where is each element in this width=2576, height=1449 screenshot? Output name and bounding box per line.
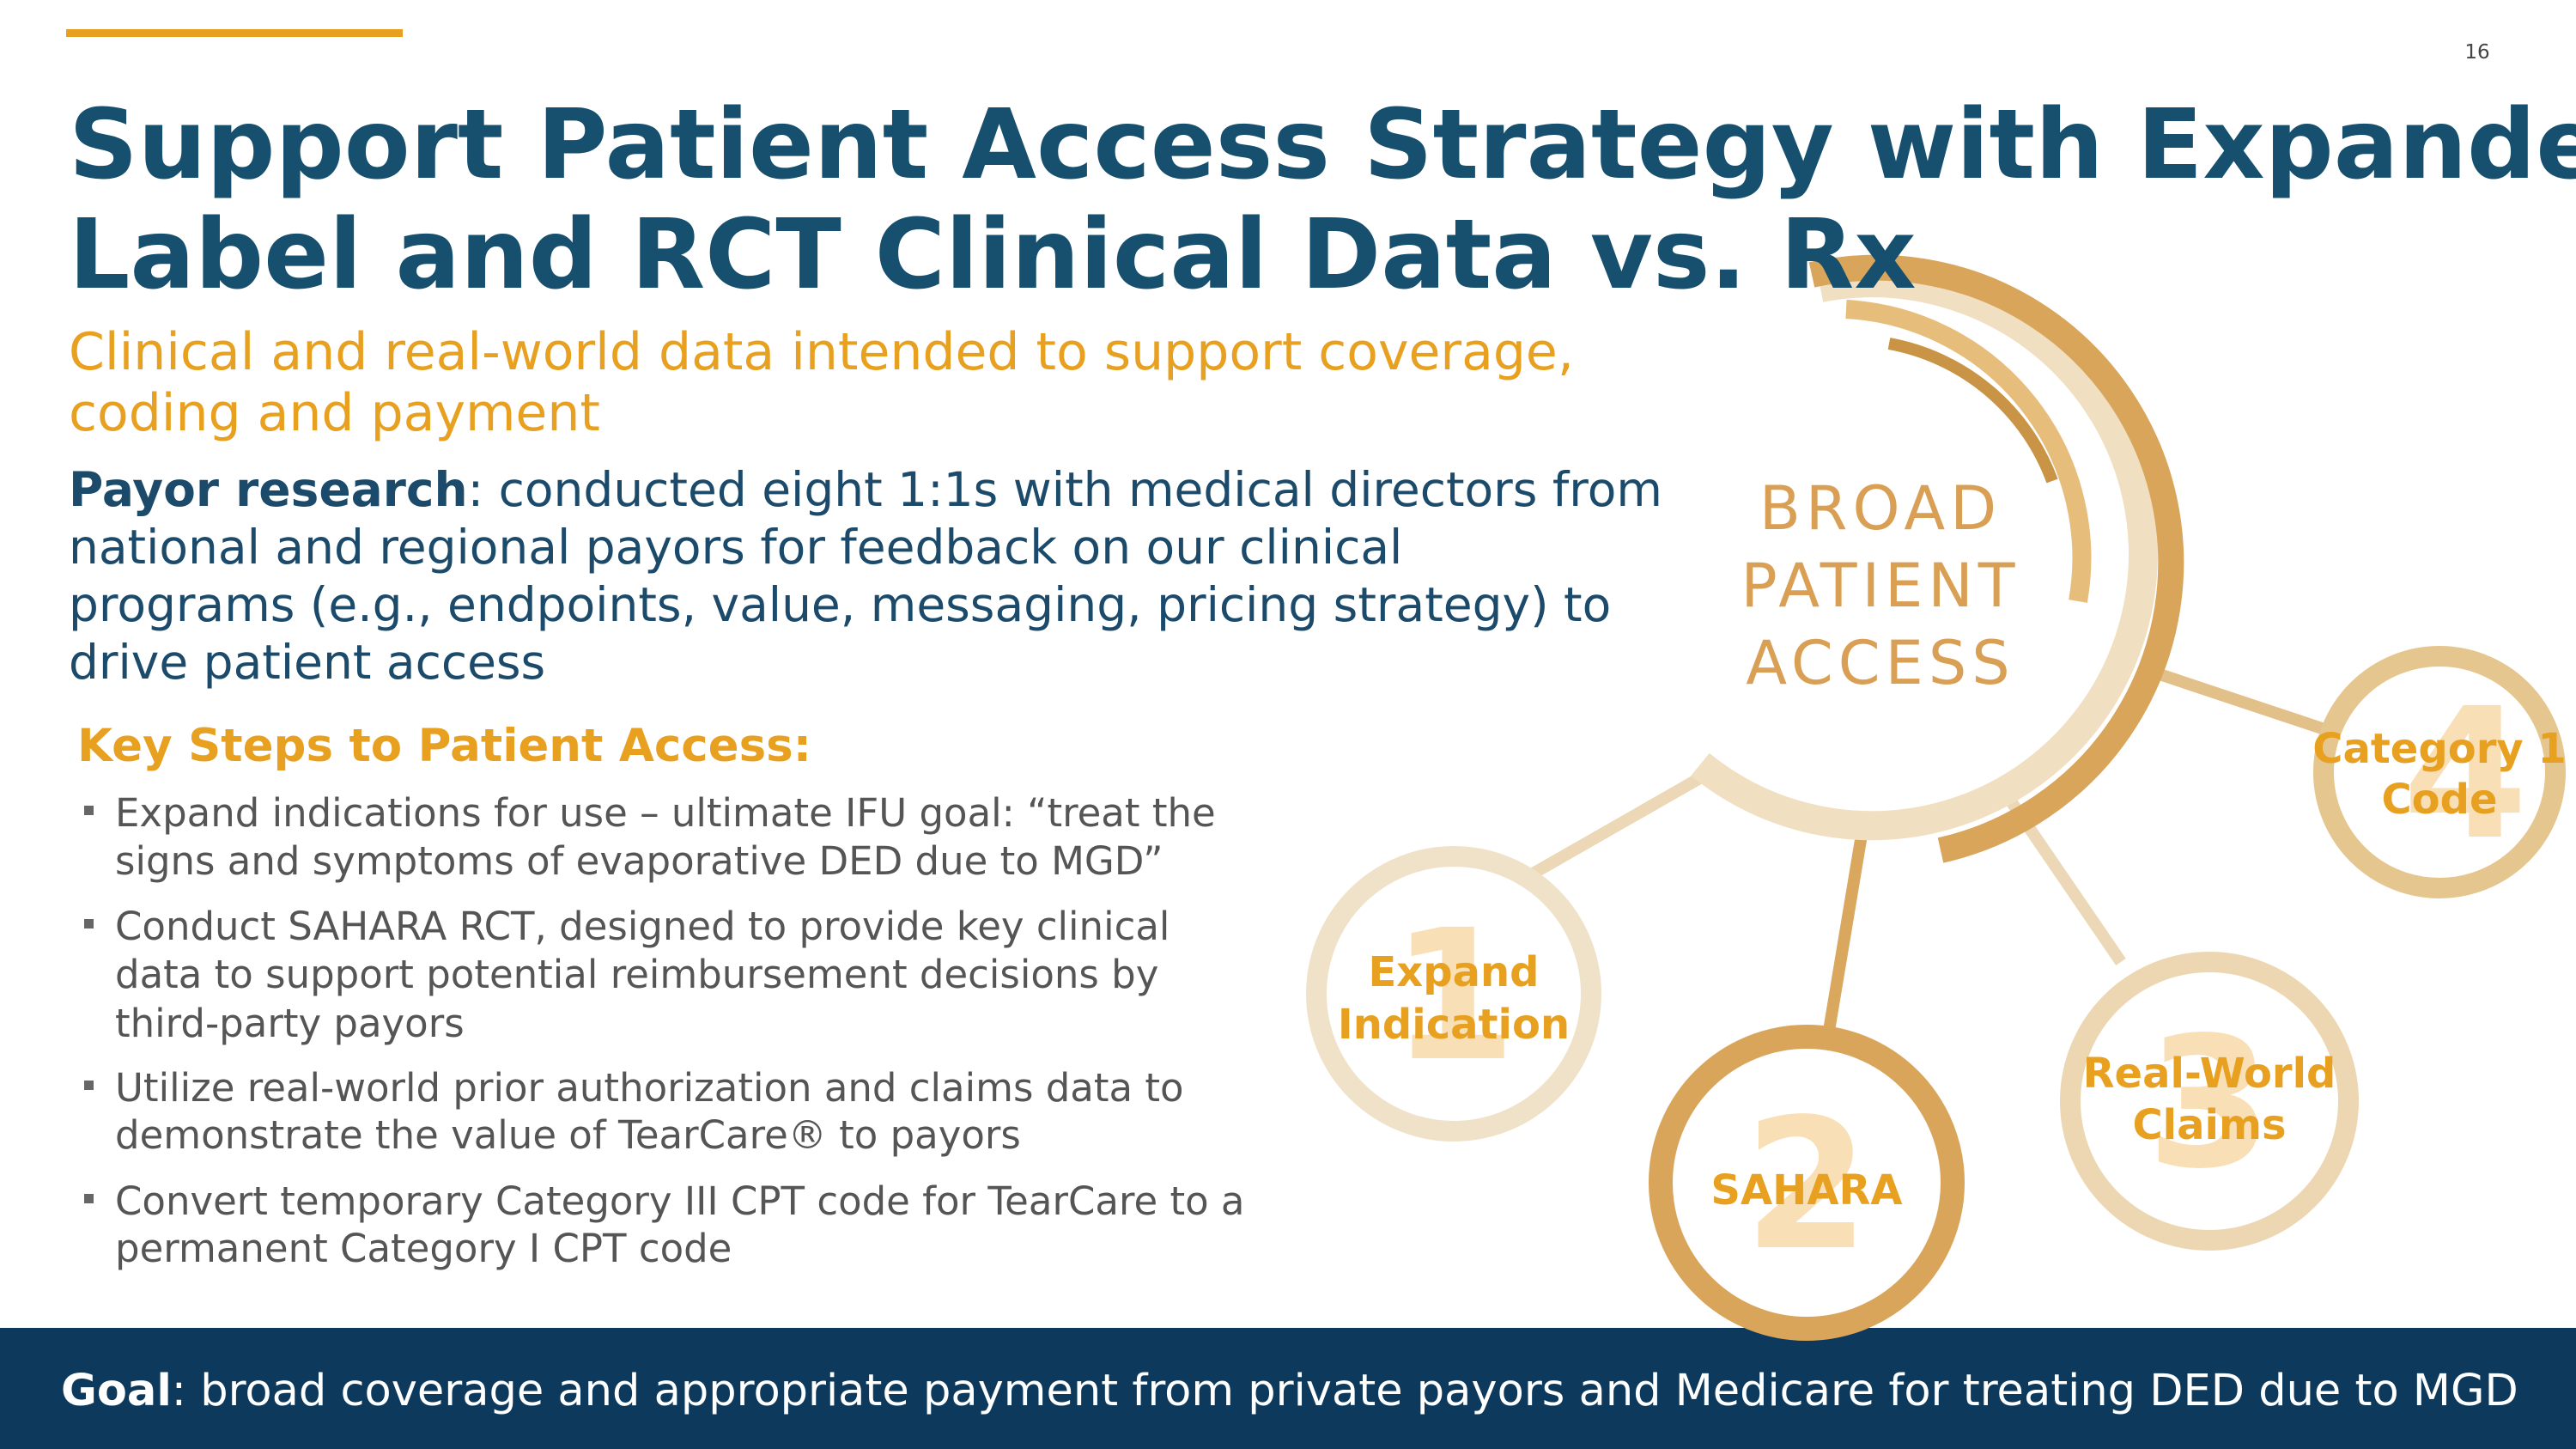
subtitle: Clinical and real-world data intended to…: [69, 322, 1574, 382]
connector: [1823, 823, 1869, 1032]
payor-line: drive patient access: [69, 635, 545, 690]
goal-body: : broad coverage and appropriate payment…: [172, 1366, 2518, 1416]
arc: [1887, 338, 2058, 484]
page-number: 16: [2464, 41, 2489, 64]
slide-title: Label and RCT Clinical Data vs. Rx: [69, 199, 1917, 311]
center-label: ACCESS: [1746, 628, 2015, 698]
step-label: Code: [2381, 776, 2497, 824]
bullet-marker: [84, 1194, 94, 1203]
bullet-text: demonstrate the value of TearCare® to pa…: [115, 1112, 1021, 1158]
step-number: 1: [1391, 891, 1516, 1101]
bullet-marker: [84, 1081, 94, 1090]
arc: [1691, 268, 2158, 841]
bullet-text: Convert temporary Category III CPT code …: [115, 1178, 1245, 1224]
center-label: BROAD: [1759, 473, 2002, 544]
goal-text: Goal: broad coverage and appropriate pay…: [61, 1366, 2518, 1416]
bullet-text: third-party payors: [115, 1001, 465, 1046]
step-circle: [2060, 952, 2359, 1251]
connector: [2144, 664, 2330, 736]
key-steps-heading: Key Steps to Patient Access:: [77, 720, 811, 772]
bullet-text: Conduct SAHARA RCT, designed to provide …: [115, 904, 1170, 949]
step-number: 2: [1744, 1080, 1869, 1290]
bullet-text: Utilize real-world prior authorization a…: [115, 1065, 1184, 1111]
payor-text: programs (e.g., endpoints, value, messag…: [69, 577, 1611, 632]
bullet-marker: [84, 806, 94, 815]
bullet-text: signs and symptoms of evaporative DED du…: [115, 838, 1163, 884]
payor-line: Payor research: conducted eight 1:1s wit…: [69, 462, 1662, 517]
subtitle: coding and payment: [69, 383, 600, 443]
step-label: Real-World: [2083, 1050, 2336, 1098]
payor-line: programs (e.g., endpoints, value, messag…: [69, 577, 1611, 632]
arc: [1808, 254, 2184, 863]
step-number: 3: [2147, 998, 2272, 1209]
diagram: [1306, 254, 2566, 1341]
payor-text: national and regional payors for feedbac…: [69, 520, 1402, 575]
step-number: 4: [2403, 669, 2528, 880]
slide-title: Support Patient Access Strategy with Exp…: [69, 89, 2576, 201]
arc: [1845, 300, 2092, 603]
step-label: Claims: [2132, 1101, 2286, 1149]
step-label: Category 1: [2312, 725, 2567, 773]
goal-label: Goal: [61, 1366, 172, 1416]
payor-text: drive patient access: [69, 635, 545, 690]
center-label: PATIENT: [1741, 551, 2020, 621]
bullet-text: permanent Category I CPT code: [115, 1226, 732, 1271]
bullet-text: Expand indications for use – ultimate IF…: [115, 790, 1216, 836]
payor-label: Payor research: [69, 462, 468, 517]
payor-text: : conducted eight 1:1s with medical dire…: [468, 462, 1662, 517]
step-label: SAHARA: [1710, 1166, 1902, 1215]
payor-line: national and regional payors for feedbac…: [69, 520, 1402, 575]
connector: [1525, 767, 1712, 882]
step-label: Expand: [1368, 948, 1539, 996]
step-circle: [1306, 846, 1601, 1142]
bullet-text: data to support potential reimbursement …: [115, 952, 1158, 997]
step-circle: [2313, 646, 2566, 898]
goal-banner: [0, 1328, 2576, 1449]
step-label: Indication: [1338, 1001, 1570, 1049]
step-circle: [1649, 1025, 1965, 1341]
bullet-marker: [84, 919, 94, 928]
accent-line: [66, 29, 403, 37]
